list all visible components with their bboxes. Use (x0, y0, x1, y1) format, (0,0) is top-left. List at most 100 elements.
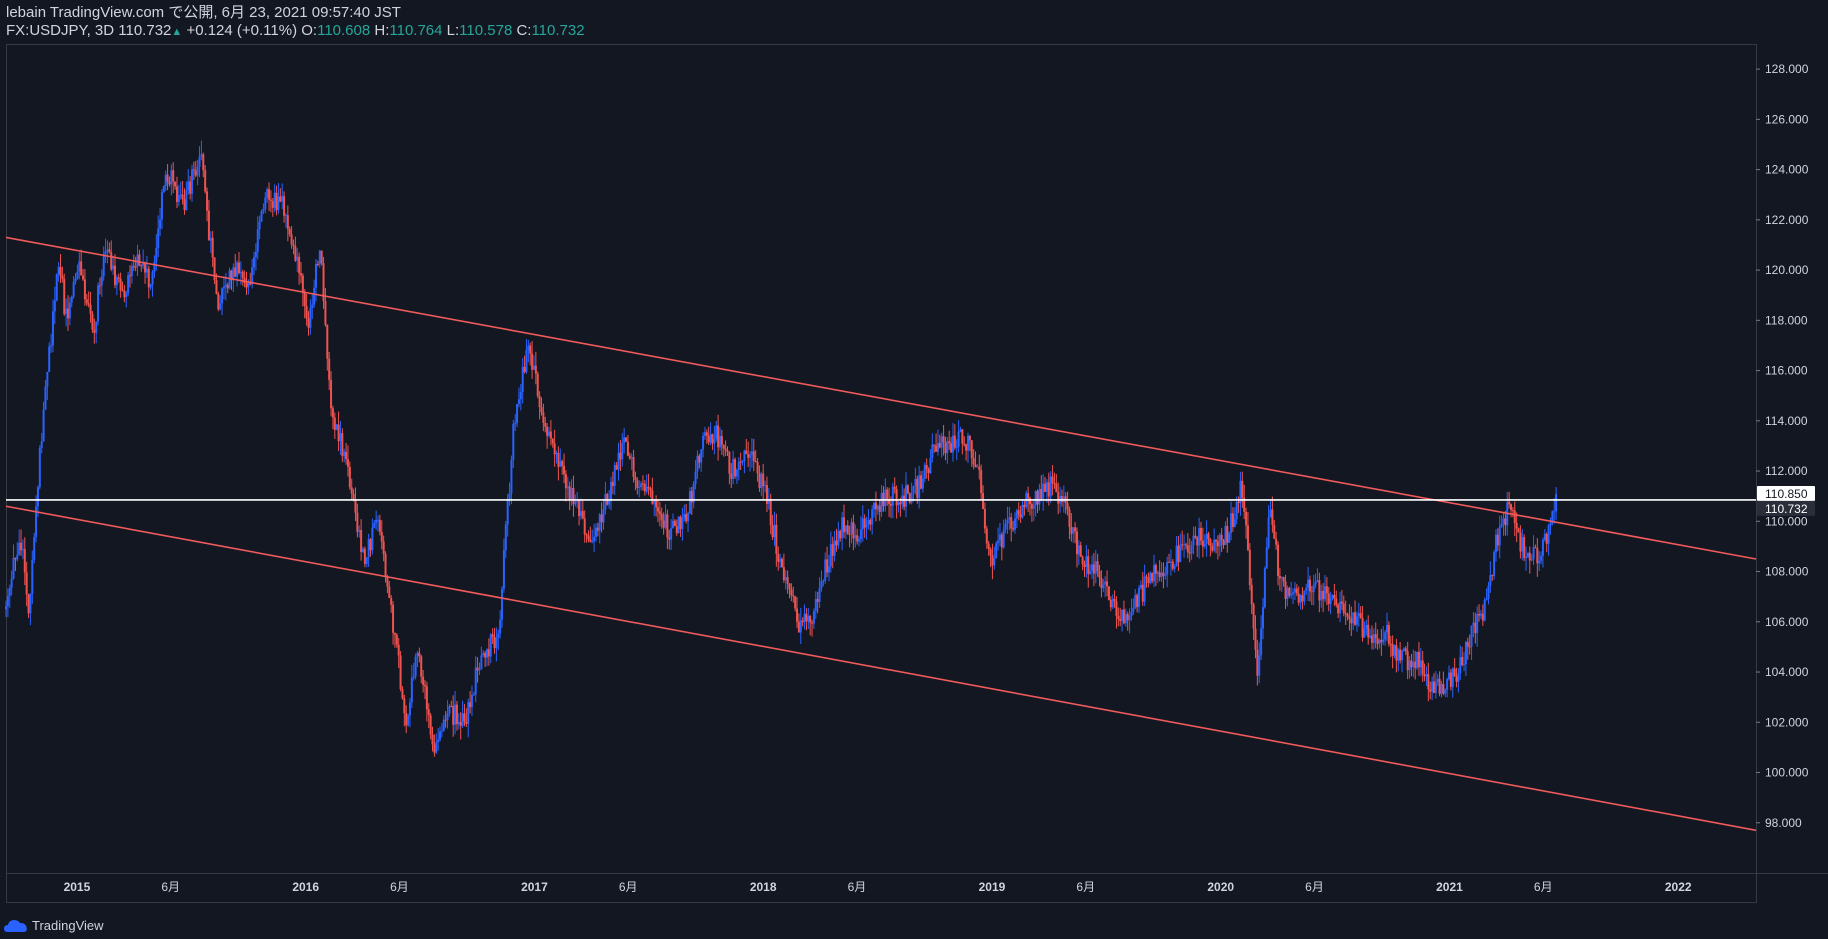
candle-body (1555, 493, 1558, 512)
candle-body (741, 461, 744, 463)
candle-body (820, 581, 823, 589)
y-tick-label: 118.000 (1765, 313, 1808, 327)
candle-body (1541, 539, 1544, 556)
candle-body (540, 407, 543, 413)
candle-body (1457, 673, 1460, 682)
candle-body (134, 266, 137, 268)
candle-body (1209, 538, 1212, 547)
candle-body (1464, 641, 1467, 665)
candle-body (792, 595, 795, 597)
candle-body (803, 613, 806, 623)
candle-body (555, 452, 558, 455)
price-axis[interactable]: 98.000 100.000 102.000 104.000 106.000 108.00… (1756, 62, 1815, 830)
candle-body (194, 170, 197, 176)
candle-body (1158, 572, 1161, 577)
drawings-layer[interactable] (5, 236, 1757, 832)
candle-body (59, 267, 62, 276)
candle-body (1107, 586, 1110, 601)
candle-body (583, 518, 586, 535)
candle-body (1448, 672, 1451, 680)
candle-body (593, 536, 596, 542)
candle-body (1284, 581, 1287, 600)
candle-body (377, 519, 380, 521)
candle-body (1087, 556, 1090, 574)
candle-body (893, 486, 896, 490)
candle-body (923, 464, 926, 479)
candle-body (142, 263, 145, 267)
candle-body (673, 520, 676, 527)
candle-body (968, 435, 971, 441)
candle-body (1160, 572, 1163, 577)
candle-body (1543, 533, 1546, 540)
candle-body (1308, 579, 1311, 592)
candle-body (732, 459, 735, 479)
symbol-label[interactable]: FX:USDJPY, 3D (6, 22, 115, 39)
candle-body (333, 417, 336, 430)
candle-body (147, 268, 150, 288)
candle-body (6, 596, 9, 607)
candle-body (341, 433, 344, 457)
candle-body (916, 478, 919, 499)
candle-body (1252, 604, 1255, 629)
channel-upper-line[interactable] (5, 236, 1757, 560)
candle-body (303, 292, 306, 307)
x-tick-label: 6月 (848, 880, 867, 894)
candle-body (89, 304, 92, 314)
candle-body (1444, 689, 1447, 694)
candle-body (1538, 560, 1541, 564)
candle-body (61, 275, 64, 279)
y-tick-label: 106.000 (1765, 615, 1809, 629)
candle-body (717, 425, 720, 448)
candle-body (207, 210, 210, 241)
candle-body (106, 249, 109, 252)
candle-body (724, 448, 727, 451)
candle-body (346, 459, 349, 467)
candle-body (463, 713, 466, 722)
candle-body (286, 215, 289, 229)
candle-body (1376, 638, 1379, 644)
candle-body (1451, 668, 1454, 687)
candle-body (1012, 528, 1015, 530)
candle-body (1320, 590, 1323, 601)
candle-body (1027, 493, 1030, 499)
candle-body (799, 620, 802, 633)
candle-body (1066, 502, 1069, 510)
candle-body (1023, 504, 1026, 508)
candle-body (1267, 517, 1270, 548)
candle-body (944, 442, 947, 454)
candle-body (839, 530, 842, 539)
x-tick-label: 2017 (521, 880, 548, 894)
candle-body (1322, 590, 1325, 600)
candle-body (1459, 657, 1462, 674)
candle-body (40, 441, 43, 449)
candle-body (1198, 528, 1201, 546)
candle-body (1147, 577, 1150, 584)
channel-lower-line[interactable] (5, 505, 1757, 832)
candle-body (191, 169, 194, 194)
candle-body (1395, 645, 1398, 661)
candle-body (1404, 648, 1407, 652)
candle-body (536, 373, 539, 396)
candle-body (328, 358, 331, 381)
candle-body (948, 441, 951, 444)
candle-body (350, 487, 353, 494)
candle-body (119, 278, 122, 291)
candle-body (1096, 561, 1099, 572)
tradingview-branding[interactable]: TradingView (4, 918, 104, 933)
candle-body (1068, 509, 1071, 527)
candle-body (408, 702, 411, 716)
candle-body (213, 257, 216, 281)
candle-body (442, 719, 445, 731)
candle-body (153, 261, 156, 272)
candle-body (739, 461, 742, 463)
candle-body (224, 284, 227, 287)
candle-body (474, 667, 477, 695)
time-axis[interactable]: 2015 6月 2016 6月 2017 6月 2018 6月 2019 6月 2020 6月 2021… (64, 880, 1692, 894)
candle-body (1175, 545, 1178, 567)
candle-body (1323, 586, 1326, 600)
candle-body (277, 196, 280, 211)
candle-body (1186, 545, 1189, 553)
candle-body (658, 511, 661, 514)
candle-body (1121, 609, 1124, 621)
